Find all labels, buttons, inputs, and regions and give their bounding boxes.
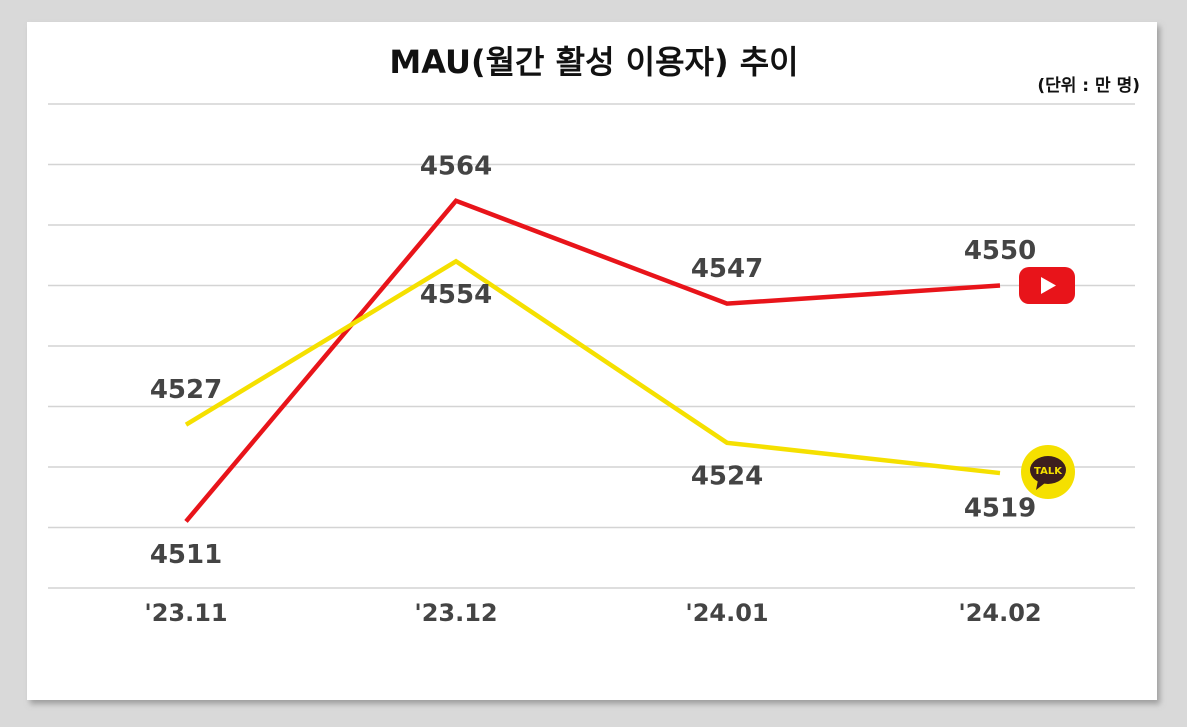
data-label: 4524 — [691, 461, 763, 491]
data-label: 4554 — [420, 280, 492, 310]
youtube-icon-play — [1041, 277, 1056, 294]
data-label: 4519 — [964, 494, 1036, 524]
x-tick-label: '24.02 — [958, 599, 1041, 627]
x-tick-label: '23.12 — [414, 599, 497, 627]
kakao-icon-text: TALK — [1034, 466, 1063, 477]
x-tick-label: '24.01 — [685, 599, 768, 627]
data-label: 4511 — [150, 540, 222, 570]
youtube-icon — [1019, 267, 1075, 304]
line — [184, 258, 1001, 476]
unit-note: (단위 : 만 명) — [1037, 76, 1140, 96]
line — [184, 198, 1001, 523]
kakao-icon-bubble — [1030, 456, 1066, 484]
data-label: 4547 — [691, 254, 763, 284]
data-label: 4527 — [150, 375, 222, 405]
data-label: 4564 — [420, 151, 492, 181]
kakao-icon: TALK — [1021, 445, 1075, 499]
x-tick-label: '23.11 — [144, 599, 227, 627]
chart-title: MAU(월간 활성 이용자) 추이 — [389, 43, 798, 81]
kakao-icon-tail — [1036, 480, 1045, 490]
data-label: 4550 — [964, 236, 1036, 266]
card — [27, 22, 1157, 700]
